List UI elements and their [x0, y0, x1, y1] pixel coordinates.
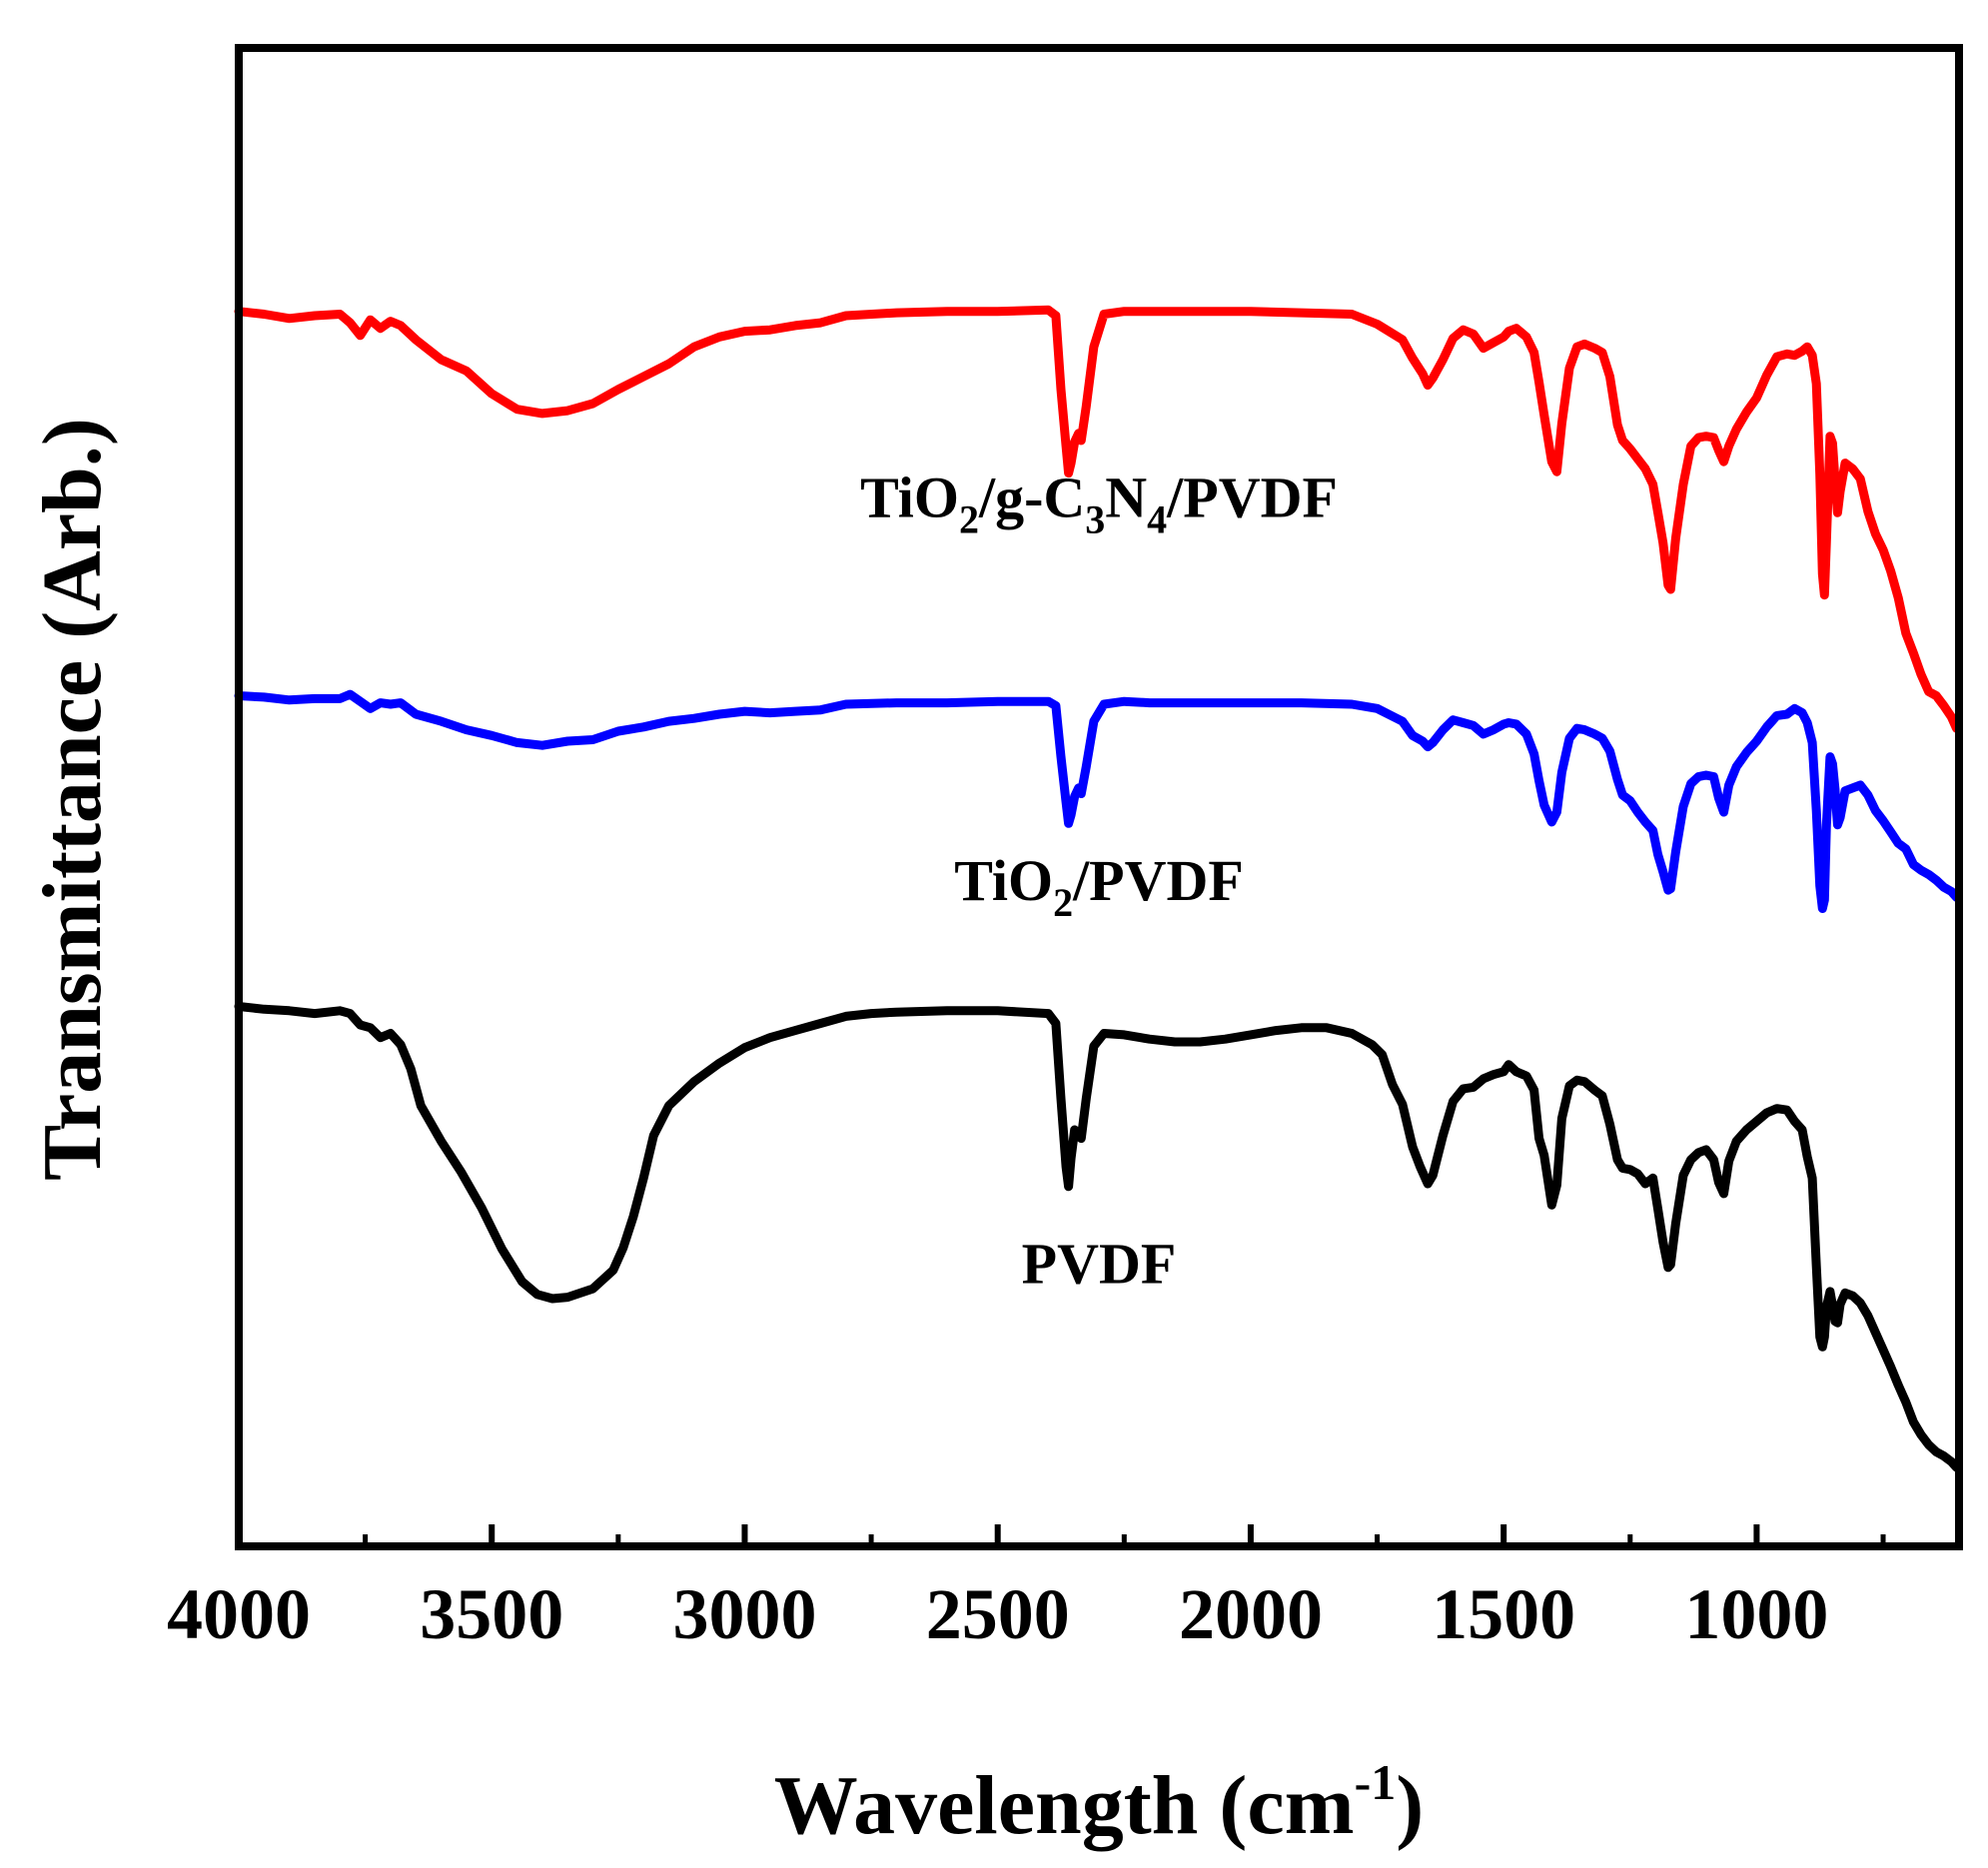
series-label-part: 4	[1147, 497, 1167, 542]
x-tick-label: 2500	[926, 1574, 1070, 1654]
series-label-part: PVDF	[1022, 1231, 1177, 1296]
series-label-0: TiO2/g-C3N4/PVDF	[860, 466, 1338, 542]
series-label-part: /g-C	[978, 466, 1085, 530]
series-label-part: TiO	[860, 466, 959, 530]
x-tick-label: 3000	[672, 1574, 816, 1654]
x-axis-title-close: )	[1396, 1759, 1424, 1852]
series-label-part: 2	[959, 497, 979, 542]
series-label-part: /PVDF	[1166, 466, 1338, 530]
series-label-2: PVDF	[1022, 1231, 1177, 1296]
x-tick-label: 1000	[1684, 1574, 1828, 1654]
series-label-part: N	[1105, 466, 1147, 530]
x-axis-title: Wavelength (cm-1)	[774, 1754, 1425, 1852]
plot-frame	[235, 44, 1963, 1550]
x-axis-title-main: Wavelength (cm	[774, 1759, 1355, 1852]
series-label-part: 3	[1085, 497, 1105, 542]
series-layer	[234, 305, 1961, 1472]
series-label-part: TiO	[954, 848, 1053, 913]
x-tick-label: 3500	[420, 1574, 563, 1654]
x-tick-label: 4000	[167, 1574, 311, 1654]
y-axis-title: Transmittance (Arb.)	[26, 418, 119, 1181]
series-line-0	[234, 305, 1961, 733]
x-tick-label: 1500	[1432, 1574, 1575, 1654]
x-axis-tick-labels: 4000 3500 3000 2500 2000 1500 1000	[167, 1574, 1828, 1654]
series-label-1: TiO2/PVDF	[954, 848, 1244, 925]
x-axis-ticks	[236, 1524, 1886, 1546]
x-axis-title-superscript: -1	[1355, 1754, 1397, 1810]
series-label-part: /PVDF	[1072, 848, 1244, 913]
series-line-2	[234, 1002, 1961, 1472]
series-label-part: 2	[1053, 880, 1073, 925]
series-line-1	[234, 689, 1961, 913]
x-tick-label: 2000	[1179, 1574, 1323, 1654]
